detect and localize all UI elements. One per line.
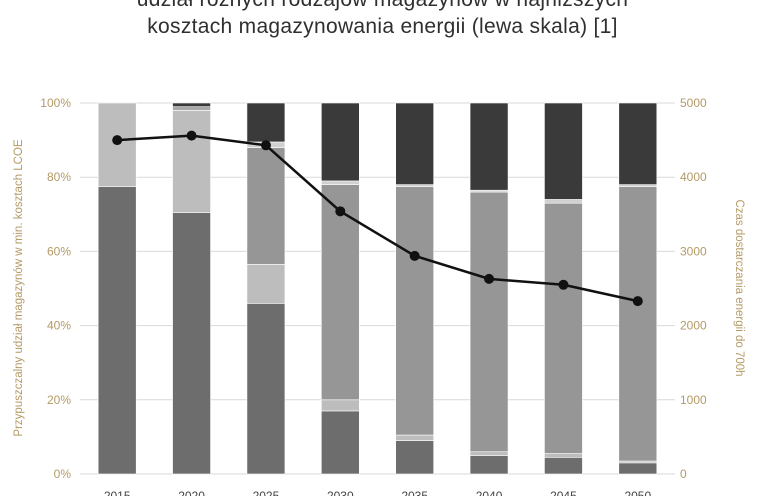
left-tick-label: 60%	[47, 244, 71, 258]
bar-segment-2035-5	[395, 102, 434, 185]
bar-segment-2030-5	[321, 102, 360, 182]
x-tick-label: 2030	[327, 489, 354, 496]
bar-segment-2020-1	[172, 110, 211, 213]
line-point-2025	[260, 140, 271, 151]
x-tick-label: 2025	[253, 489, 280, 496]
right-axis-ticks: 0 1000 2000 3000 4000 5000	[680, 96, 707, 481]
line-point-2040	[484, 273, 495, 284]
line-point-2050	[632, 296, 643, 307]
line-point-2015	[112, 135, 123, 146]
left-tick-label: 20%	[47, 393, 71, 407]
left-axis-ticks: 0% 20% 40% 60% 80% 100%	[40, 96, 71, 481]
delivery-time-polyline	[117, 134, 639, 303]
bar-segment-2045-5	[544, 102, 583, 200]
bar-segment-2035-1	[395, 434, 434, 441]
left-tick-label: 0%	[54, 467, 72, 481]
bar-segment-2045-1	[544, 453, 583, 458]
line-point-2035	[409, 250, 420, 261]
x-axis-ticks: 2015 2020 2025 2030 2035 2040 2045 2050	[104, 489, 652, 496]
bar-segment-2020-4	[172, 106, 211, 111]
line-point-2030	[335, 206, 346, 217]
bar-segment-2040-2	[469, 191, 509, 453]
line-point-2020	[186, 130, 197, 141]
bar-segment-2030-1	[321, 399, 360, 412]
bar-segment-2020-0	[172, 212, 211, 475]
x-tick-label: 2015	[104, 489, 131, 496]
bar-segment-2050-2	[618, 186, 658, 462]
left-tick-label: 40%	[47, 319, 71, 333]
bar-segment-2050-5	[618, 102, 658, 185]
x-tick-label: 2020	[178, 489, 205, 496]
chart-title: udział różnych rodzajów magazynów w najn…	[0, 0, 765, 40]
right-tick-label: 2000	[680, 319, 707, 333]
bar-segment-2025-0	[246, 303, 286, 475]
left-tick-label: 100%	[40, 96, 71, 110]
x-tick-label: 2045	[550, 489, 577, 496]
bar-segment-2025-5	[246, 102, 286, 143]
bar-segment-2030-3	[321, 180, 360, 185]
bar-segment-2045-0	[544, 457, 583, 475]
bar-segment-2035-0	[395, 440, 434, 475]
bar-segment-2045-3	[544, 199, 583, 204]
x-tick-label: 2035	[401, 489, 428, 496]
x-tick-label: 2050	[624, 489, 651, 496]
bars	[97, 102, 658, 475]
bar-segment-2015-0	[97, 186, 137, 475]
right-axis-label: Czas dostarczania energii do 700h	[733, 199, 745, 376]
right-tick-label: 3000	[680, 244, 707, 258]
bar-segment-2025-2	[246, 147, 286, 265]
bar-segment-2040-1	[469, 451, 509, 456]
bar-segment-2045-2	[544, 202, 583, 454]
bar-segment-2035-2	[395, 186, 434, 436]
bar-segment-2040-0	[469, 455, 509, 475]
right-tick-label: 1000	[680, 393, 707, 407]
chart-title-line-1: udział różnych rodzajów magazynów w najn…	[0, 0, 765, 13]
right-tick-label: 5000	[680, 96, 707, 110]
bar-segment-2040-5	[469, 102, 509, 191]
bar-segment-2020-5	[172, 102, 211, 108]
chart-title-line-2: kosztach magazynowania energii (lewa ska…	[147, 15, 618, 38]
line-point-2045	[558, 279, 569, 290]
bar-segment-2030-0	[321, 410, 360, 475]
x-tick-label: 2040	[476, 489, 503, 496]
bar-segment-2025-1	[246, 264, 286, 304]
right-tick-label: 4000	[680, 170, 707, 184]
left-axis-label: Przypuszczalny udział magazynów w min. k…	[13, 139, 25, 437]
bar-segment-2050-0	[618, 462, 658, 475]
delivery-time-line	[112, 130, 643, 307]
right-tick-label: 0	[680, 467, 687, 481]
bar-segment-2030-2	[321, 184, 360, 401]
left-tick-label: 80%	[47, 170, 71, 184]
